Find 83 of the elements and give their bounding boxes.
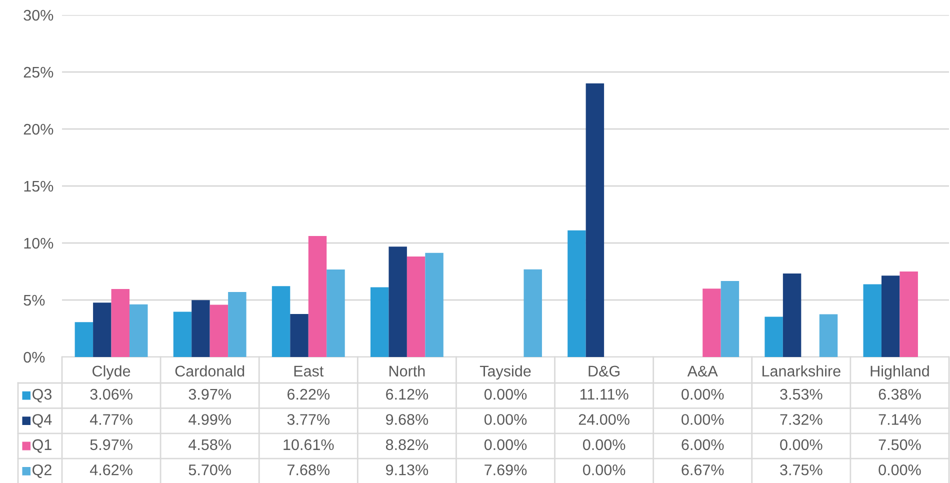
data-label: 6.22% — [288, 388, 330, 400]
data-label: 0.00% — [582, 439, 626, 450]
data-label: 6.00% — [682, 439, 724, 450]
data-label: 9.13% — [386, 464, 428, 476]
data-label: 6.67% — [682, 464, 724, 476]
bar — [702, 288, 721, 357]
bar — [308, 236, 327, 357]
bar — [900, 272, 918, 357]
data-label: 0.00% — [878, 464, 921, 476]
bar — [764, 316, 783, 357]
data-label: 7.69% — [484, 464, 527, 476]
y-tick-label: 25% — [24, 66, 54, 78]
x-tick-label: A&A — [687, 366, 718, 377]
bar — [192, 300, 210, 357]
data-label: 11.11% — [580, 388, 628, 400]
data-label: 6.12% — [386, 388, 428, 400]
bar — [111, 288, 130, 357]
data-label: 4.62% — [90, 464, 132, 476]
bar — [326, 269, 345, 357]
data-label: 4.99% — [188, 414, 231, 425]
data-label: 0.00% — [484, 414, 527, 425]
data-label: 8.82% — [386, 439, 428, 450]
bar — [782, 274, 802, 357]
bar — [290, 314, 308, 357]
data-label: 24.00% — [578, 414, 630, 425]
x-tick-label: Clyde — [92, 365, 130, 380]
bar — [425, 252, 444, 357]
data-label: 4.58% — [188, 439, 231, 450]
data-label: 0.00% — [582, 464, 626, 476]
data-label: 3.75% — [780, 464, 822, 476]
bar — [93, 302, 112, 357]
bar — [388, 246, 407, 357]
x-tick-label: Lanarkshire — [762, 365, 840, 377]
bar — [210, 304, 228, 357]
y-tick-label: 20% — [24, 124, 54, 135]
x-tick-label: D&G — [588, 366, 620, 377]
data-label: 10.61% — [284, 439, 334, 450]
data-label: 7.50% — [878, 439, 921, 450]
data-label: 4.77% — [90, 414, 132, 425]
legend-label: Q3 — [32, 388, 52, 402]
legend-label: Q4 — [32, 414, 52, 428]
x-tick-label: East — [294, 366, 324, 377]
bar — [228, 292, 246, 357]
bar — [130, 304, 148, 357]
bar — [568, 230, 586, 357]
bar — [524, 269, 542, 357]
data-label: 5.70% — [188, 464, 231, 476]
y-tick-label: 5% — [24, 294, 45, 306]
legend-label: Q1 — [32, 439, 52, 453]
data-label: 6.38% — [878, 388, 921, 400]
legend-label: Q2 — [32, 464, 52, 478]
bar — [586, 83, 604, 357]
data-label: 3.77% — [287, 414, 330, 425]
data-label: 9.68% — [386, 414, 428, 425]
data-label: 7.68% — [288, 464, 330, 476]
y-tick-label: 15% — [24, 180, 54, 192]
bar — [406, 256, 426, 357]
bar — [863, 284, 882, 357]
data-label: 0.00% — [484, 388, 527, 400]
data-label: 3.97% — [188, 388, 231, 400]
data-label: 0.00% — [484, 439, 527, 450]
bar — [173, 312, 192, 357]
data-label: 3.06% — [90, 388, 132, 400]
y-tick-label: 0% — [24, 352, 45, 363]
bar — [74, 322, 94, 357]
data-label: 0.00% — [780, 439, 822, 450]
data-label: 0.00% — [682, 414, 724, 425]
bar — [272, 286, 290, 357]
data-label: 7.32% — [780, 414, 822, 425]
y-tick-label: 10% — [24, 238, 54, 249]
bar — [370, 287, 389, 357]
x-tick-label: Cardonald — [175, 365, 244, 377]
x-tick-label: North — [390, 365, 425, 377]
data-label: 0.00% — [682, 388, 724, 400]
bar — [819, 314, 838, 357]
data-label: 7.14% — [878, 414, 921, 425]
bar — [881, 276, 900, 357]
y-tick-label: 30% — [24, 10, 54, 21]
bar — [720, 280, 740, 357]
x-tick-label: Highland — [870, 365, 929, 380]
data-label: 3.53% — [780, 388, 822, 400]
x-tick-label: Tayside — [480, 365, 531, 380]
data-label: 5.97% — [90, 439, 132, 450]
